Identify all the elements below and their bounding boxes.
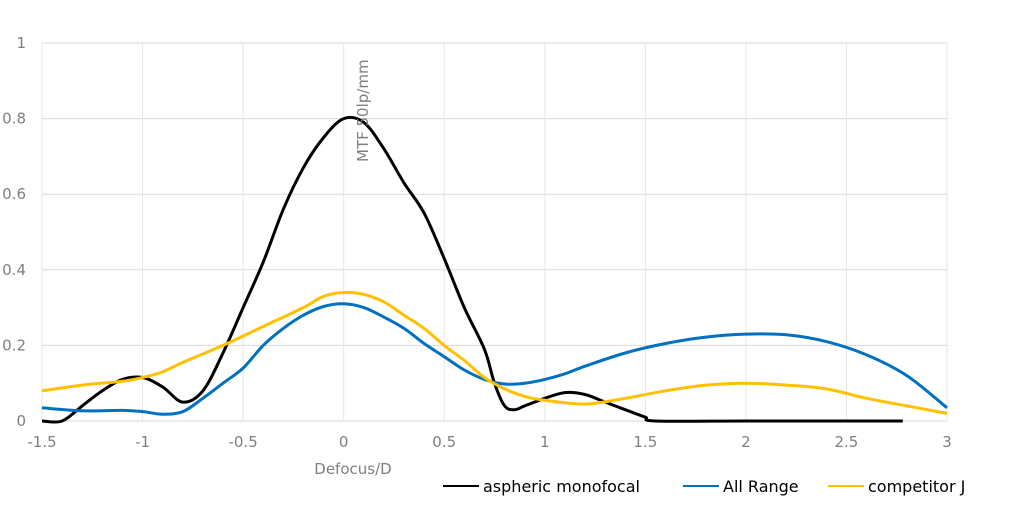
y-axis-label: MTF 50lp/mm — [354, 59, 372, 162]
x-tick-label: 0.5 — [432, 433, 456, 451]
x-tick-label: 2 — [741, 433, 751, 451]
x-tick-label: -1.5 — [27, 433, 56, 451]
legend-label: All Range — [723, 477, 799, 496]
x-tick-label: 3 — [942, 433, 952, 451]
x-tick-label: -1 — [135, 433, 150, 451]
series-line-competitor-j — [41, 290, 948, 415]
x-axis-label: Defocus/D — [314, 460, 391, 478]
series-line-all-range — [41, 302, 948, 416]
x-tick-label: -0.5 — [228, 433, 257, 451]
legend-label: aspheric monofocal — [483, 477, 640, 496]
x-axis-ticks: -1.5 -1 -0.5 0 0.5 1 1.5 2 2.5 3 — [27, 433, 951, 451]
grid — [41, 42, 948, 422]
series-lines — [41, 115, 948, 424]
y-tick-label: 0.6 — [2, 185, 26, 203]
x-tick-label: 1 — [540, 433, 550, 451]
legend-label: competitor J — [868, 477, 965, 496]
y-tick-label: 0.4 — [2, 261, 26, 279]
y-axis-ticks: 0 0.2 0.4 0.6 0.8 1 — [2, 34, 26, 430]
x-tick-label: 0 — [339, 433, 349, 451]
y-tick-label: 0 — [16, 412, 26, 430]
y-tick-label: 1 — [16, 34, 26, 52]
y-tick-label: 0.2 — [2, 336, 26, 354]
series-line-aspheric-monofocal — [41, 115, 903, 424]
y-tick-label: 0.8 — [2, 110, 26, 128]
legend: aspheric monofocal All Range competitor J — [443, 477, 965, 496]
x-tick-label: 1.5 — [633, 433, 657, 451]
x-tick-label: 2.5 — [835, 433, 859, 451]
